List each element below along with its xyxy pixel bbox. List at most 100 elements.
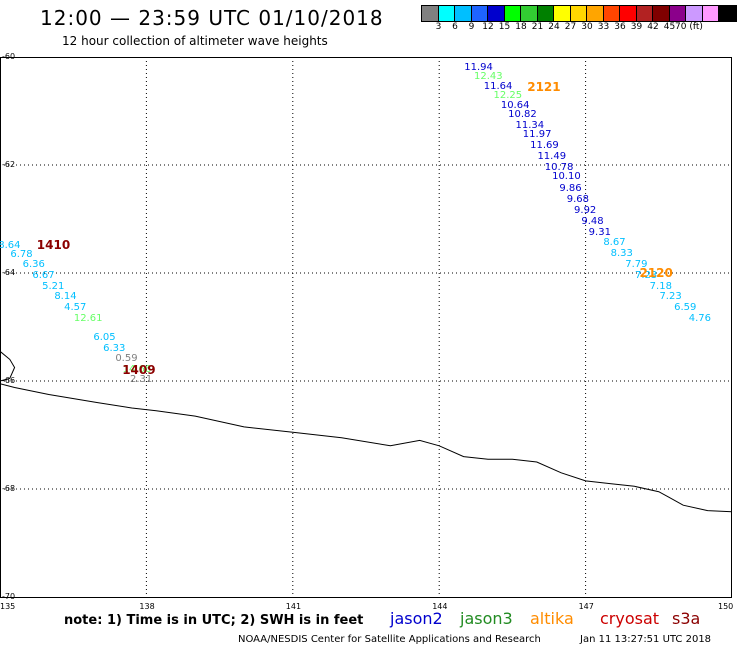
latitude-label: -66	[2, 376, 16, 385]
wave-height-value: 7.23	[659, 291, 682, 303]
wave-height-value: 8.14	[54, 291, 77, 303]
wave-height-value: 11.94	[464, 61, 493, 73]
wave-height-value: 10.64	[500, 99, 530, 111]
legend-item-s3a: s3a	[672, 609, 701, 628]
footer-note: note: 1) Time is in UTC; 2) SWH is in fe…	[64, 613, 364, 628]
wave-height-value: 10.10	[552, 171, 581, 183]
wave-height-value: 8.33	[610, 248, 633, 260]
colorbar-label: 18	[515, 22, 527, 32]
colorbar-swatch	[570, 6, 587, 21]
wave-height-value: 11.69	[530, 140, 559, 152]
wave-height-value: 12.25	[493, 89, 523, 101]
longitude-label: 138	[139, 602, 155, 611]
wave-height-value: 6.59	[674, 302, 697, 314]
colorbar-swatch	[719, 6, 736, 21]
latitude-label: -62	[2, 160, 16, 169]
colorbar-label: 33	[597, 22, 610, 32]
latitude-label: -68	[2, 484, 16, 493]
colorbar-swatch	[636, 6, 653, 21]
wave-height-value: 7.18	[649, 280, 672, 292]
colorbar-swatch	[521, 6, 538, 21]
footer-timestamp: Jan 11 13:27:51 UTC 2018	[580, 634, 712, 645]
colorbar-label: 15	[498, 22, 511, 32]
wave-height-value: 8.67	[603, 237, 626, 249]
wave-height-value: 6.33	[103, 342, 126, 354]
legend-item-cryosat: cryosat	[600, 609, 660, 628]
wave-height-value: 7.23	[635, 269, 658, 281]
wave-height-value: 9.31	[588, 226, 611, 238]
wave-height-value: 9.68	[566, 194, 589, 206]
wave-height-value: 8.64	[0, 240, 21, 251]
wave-height-value: 6.05	[93, 331, 116, 343]
colorbar-label: 24	[548, 22, 560, 32]
wave-height-value: 12.61	[73, 312, 103, 324]
wave-height-value: 10.82	[508, 109, 537, 121]
colorbar-label: 3	[435, 22, 442, 32]
wave-height-value: 4.76	[688, 312, 711, 324]
wave-height-value: 11.34	[515, 119, 545, 131]
pass-number-label: 1409	[122, 363, 156, 378]
wave-height-value: 10.78	[544, 161, 574, 173]
coastline	[0, 383, 733, 513]
colorbar-label: 45	[663, 22, 676, 32]
colorbar-label: 21	[531, 22, 544, 32]
legend-item-jason3: jason3	[460, 609, 513, 628]
wave-height-value: 11.64	[483, 80, 513, 92]
wave-height-value: 6.78	[10, 249, 33, 261]
latitude-label: -64	[2, 268, 16, 277]
wave-height-value: 7.79	[625, 258, 648, 270]
colorbar-swatch	[620, 6, 637, 21]
colorbar-label: 27	[564, 22, 577, 32]
colorbar-label: 39	[630, 22, 643, 32]
latitude-label: -70	[2, 592, 16, 601]
legend-item-jason2: jason2	[390, 609, 443, 628]
pass-number-label: 1410	[36, 237, 71, 252]
wave-height-value: 11.49	[537, 150, 567, 162]
pass-number-label: 2120	[639, 266, 673, 280]
colorbar-swatch	[455, 6, 472, 21]
wave-height-value: 2.31	[129, 373, 153, 385]
colorbar-swatch	[686, 6, 703, 21]
colorbar-swatch	[702, 6, 719, 21]
colorbar-label: 6	[452, 22, 458, 32]
colorbar-label: 42	[647, 22, 659, 32]
map-grid	[0, 57, 732, 597]
map-frame	[0, 57, 732, 598]
wave-height-value: 0.59	[115, 353, 138, 365]
colorbar-swatch	[603, 6, 620, 21]
page-title: 12:00 — 23:59 UTC 01/10/2018	[40, 6, 384, 30]
longitude-label: 147	[578, 602, 594, 611]
wave-height-value: 6.67	[32, 269, 55, 281]
wave-height-value: 6.36	[22, 258, 45, 270]
wave-height-value: 9.92	[574, 204, 597, 216]
wave-height-value: 11.97	[522, 129, 552, 141]
wave-height-colorbar	[421, 5, 737, 22]
wave-height-value: 9.86	[559, 183, 582, 195]
longitude-label: 150	[718, 602, 734, 611]
wave-height-value: 14.66	[122, 364, 152, 376]
colorbar-swatch	[438, 6, 455, 21]
colorbar-swatch	[504, 6, 521, 21]
colorbar-label: 30	[581, 22, 593, 32]
colorbar-swatch	[554, 6, 571, 21]
colorbar-swatch	[537, 6, 554, 21]
colorbar-swatch	[669, 6, 686, 21]
colorbar-swatch	[422, 6, 439, 21]
pass-number-label: 2121	[527, 79, 561, 94]
colorbar-label: 36	[614, 22, 626, 32]
longitude-label: 141	[285, 602, 302, 611]
colorbar-label: 12	[482, 22, 494, 32]
colorbar-swatch	[471, 6, 488, 21]
wave-height-value: 4.57	[64, 302, 87, 314]
colorbar-swatch	[488, 6, 505, 21]
longitude-label: 144	[432, 602, 448, 611]
colorbar-swatch	[653, 6, 670, 21]
wave-height-value: 5.21	[42, 280, 65, 292]
colorbar-swatch	[587, 6, 604, 21]
page-subtitle: 12 hour collection of altimeter wave hei…	[62, 34, 328, 48]
colorbar-label: 9	[468, 22, 475, 32]
longitude-label: 135	[0, 602, 16, 611]
wave-height-value: 9.48	[581, 215, 604, 227]
footer-credit: NOAA/NESDIS Center for Satellite Applica…	[238, 634, 541, 645]
